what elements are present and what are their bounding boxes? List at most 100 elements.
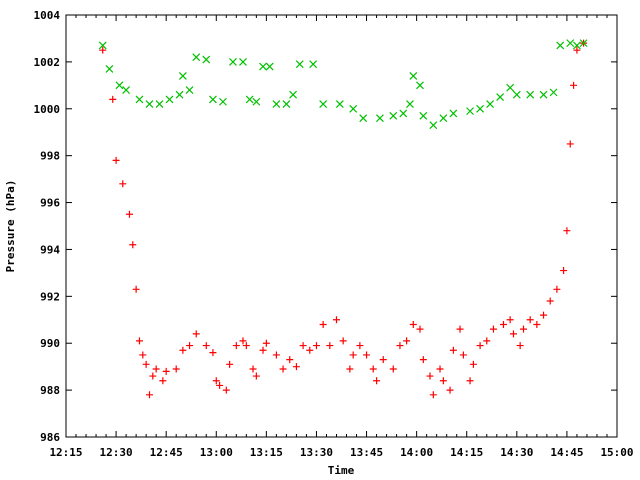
data-point-cross <box>265 62 274 71</box>
x-tick-label: 12:30 <box>100 446 133 459</box>
x-tick-label: 13:15 <box>250 446 283 459</box>
data-point-plus <box>456 325 464 333</box>
data-point-plus <box>306 346 314 354</box>
data-point-plus <box>319 320 327 328</box>
data-point-plus <box>286 356 294 364</box>
data-point-plus <box>573 46 581 54</box>
x-tick-label: 15:00 <box>600 446 633 459</box>
data-point-cross <box>282 100 291 109</box>
y-tick-label: 990 <box>40 337 60 350</box>
data-point-plus <box>312 342 320 350</box>
data-point-cross <box>245 95 254 104</box>
data-point-plus <box>566 140 574 148</box>
data-point-cross <box>289 90 298 99</box>
data-point-cross <box>98 41 107 50</box>
data-point-plus <box>299 342 307 350</box>
x-tick-label: 14:00 <box>400 446 433 459</box>
data-point-plus <box>109 95 117 103</box>
data-point-plus <box>139 351 147 359</box>
data-point-cross <box>512 90 521 99</box>
data-point-plus <box>506 316 514 324</box>
data-point-cross <box>165 95 174 104</box>
data-point-cross <box>573 41 581 50</box>
data-point-plus <box>363 351 371 359</box>
data-point-plus <box>346 365 354 373</box>
x-tick-label: 14:45 <box>550 446 583 459</box>
x-tick-label: 13:00 <box>200 446 233 459</box>
data-point-plus <box>145 391 153 399</box>
data-point-plus <box>232 342 240 350</box>
data-point-cross <box>556 41 565 50</box>
data-point-plus <box>209 349 217 357</box>
data-point-plus <box>149 372 157 380</box>
data-point-plus <box>519 325 527 333</box>
data-point-cross <box>416 81 424 90</box>
data-point-cross <box>406 100 414 109</box>
data-point-plus <box>332 316 340 324</box>
data-point-plus <box>516 342 524 350</box>
data-point-plus <box>553 285 561 293</box>
data-point-plus <box>489 325 497 333</box>
data-point-plus <box>132 285 140 293</box>
data-point-cross <box>579 39 588 48</box>
y-tick-label: 996 <box>40 197 60 210</box>
y-tick-label: 994 <box>40 243 60 256</box>
data-point-cross <box>135 95 144 104</box>
data-point-cross <box>178 72 187 80</box>
data-point-plus <box>349 351 357 359</box>
x-tick-label: 13:30 <box>300 446 333 459</box>
data-point-plus <box>459 351 467 359</box>
data-point-plus <box>152 365 160 373</box>
data-point-cross <box>549 88 558 97</box>
data-point-cross <box>399 109 408 118</box>
data-point-plus <box>563 227 571 235</box>
data-point-cross <box>496 93 505 101</box>
data-point-plus <box>249 365 257 373</box>
data-point-plus <box>369 365 377 373</box>
data-point-plus <box>429 391 437 399</box>
data-point-plus <box>526 316 534 324</box>
data-point-cross <box>295 60 304 69</box>
data-point-cross <box>192 53 201 62</box>
y-tick-label: 1002 <box>34 56 61 69</box>
data-point-plus <box>212 377 220 385</box>
data-point-cross <box>539 90 548 99</box>
data-point-cross <box>566 39 575 48</box>
data-point-plus <box>339 337 347 345</box>
axis-ticks: 986 988 990 992 994 996 998 1000 1002 1004 12:15 12… <box>34 9 634 459</box>
data-point-plus <box>540 311 548 319</box>
data-point-plus <box>192 330 200 338</box>
data-point-cross <box>409 72 418 80</box>
data-point-plus <box>409 320 417 328</box>
data-point-cross <box>105 64 114 73</box>
data-point-plus <box>499 320 507 328</box>
x-tick-label: 14:30 <box>500 446 533 459</box>
data-point-plus <box>396 342 404 350</box>
y-axis-label: Pressure (hPa) <box>4 180 17 273</box>
data-point-cross <box>526 90 535 99</box>
data-point-cross <box>335 100 344 109</box>
data-point-plus <box>125 210 133 218</box>
data-point-plus <box>162 367 170 375</box>
y-tick-label: 986 <box>40 431 60 444</box>
data-point-cross <box>272 100 281 109</box>
data-point-cross <box>219 97 227 106</box>
data-point-plus <box>99 46 107 54</box>
data-point-plus <box>129 241 137 249</box>
data-point-plus <box>259 346 267 354</box>
data-point-plus <box>476 342 484 350</box>
data-point-plus <box>509 330 517 338</box>
data-point-plus <box>119 180 127 188</box>
data-point-plus <box>172 365 180 373</box>
data-point-plus <box>419 356 427 364</box>
data-point-cross <box>476 104 485 113</box>
data-point-cross <box>359 114 368 123</box>
data-point-cross <box>252 97 261 106</box>
data-point-plus <box>242 342 250 350</box>
data-point-plus <box>262 339 270 347</box>
data-point-cross <box>389 111 398 120</box>
data-point-plus <box>403 337 411 345</box>
data-point-cross <box>466 107 474 116</box>
series-1 <box>98 39 588 130</box>
